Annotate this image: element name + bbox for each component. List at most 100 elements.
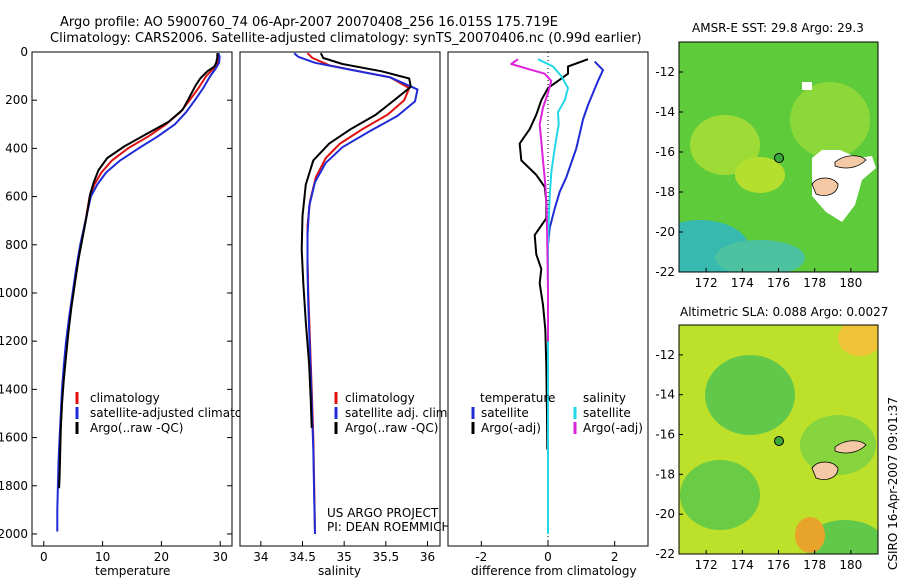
map-x-tick-label: 176 <box>767 558 790 572</box>
sst-warm-patch-3 <box>735 157 785 193</box>
series-line-temperature-2 <box>58 53 219 489</box>
island-vanua-levu <box>834 155 867 169</box>
y-tick-label: 1800 <box>0 479 28 493</box>
sla-patch-2 <box>680 460 760 530</box>
sla-map-ticks: 172 174 176 178 180 -12 -14 -16 -18 -20 -22 <box>655 348 862 572</box>
sst-missing-cell <box>802 82 812 90</box>
map-y-tick-label: -16 <box>655 428 675 442</box>
map-y-tick-label: -22 <box>655 547 675 561</box>
principal-investigator: PI: DEAN ROEMMICH <box>327 520 450 534</box>
map-x-tick-label: 174 <box>731 276 754 290</box>
sla-island-vanua-levu <box>834 440 867 454</box>
map-x-tick-label: 174 <box>731 558 754 572</box>
map-x-tick-label: 178 <box>803 558 826 572</box>
legend-label-sal-argo-adj: Argo(-adj) <box>583 421 643 435</box>
salinity-panel: 34 34.5 35 35.5 36 salinity climatology sate… <box>239 51 451 578</box>
map-x-tick-label: 172 <box>695 276 718 290</box>
sla-float-location <box>774 436 784 446</box>
sla-island-viti-levu <box>811 461 839 480</box>
difference-series <box>510 58 604 534</box>
difference-panel: -2 0 2 difference from climatology tempera… <box>447 51 649 578</box>
sst-map-ticks: 172 174 176 178 180 -12 -14 -16 -18 -20 -22 <box>655 65 862 290</box>
sla-high-patch <box>795 517 825 553</box>
map-x-tick-label: 178 <box>803 276 826 290</box>
map-y-tick-label: -16 <box>655 145 675 159</box>
x-tick-label: 34.5 <box>289 550 316 564</box>
salinity-series <box>293 52 419 535</box>
difference-axis-ticks: -2 0 2 <box>475 541 618 564</box>
series-line-difference-3 <box>510 58 553 342</box>
legend-label-sal-climatology: climatology <box>345 391 415 405</box>
series-line-salinity-2 <box>300 52 412 428</box>
sst-warm-patch-2 <box>690 115 760 175</box>
temperature-axis-ticks: 0 10 20 30 <box>40 541 228 564</box>
sst-missing-data <box>812 150 876 222</box>
x-tick-label: 10 <box>95 550 110 564</box>
sla-map-panel: Altimetric SLA: 0.088 Argo: 0.0027 172 17… <box>655 305 888 572</box>
sst-cool-patch-2 <box>715 240 805 272</box>
side-stamp: CSIRO 16-Apr-2007 09:01:37 <box>886 397 900 570</box>
y-tick-label: 2000 <box>0 527 28 541</box>
island-viti-levu <box>811 177 839 196</box>
project-name: US ARGO PROJECT <box>327 506 439 520</box>
x-tick-label: 0 <box>544 550 552 564</box>
y-tick-label: 800 <box>5 238 28 252</box>
legend-label-satellite-adjusted: satellite-adjusted climatology <box>90 406 268 420</box>
temperature-legend: climatology satellite-adjusted climatolo… <box>75 391 268 435</box>
map-x-tick-label: 172 <box>695 558 718 572</box>
map-y-tick-label: -14 <box>655 105 675 119</box>
map-y-tick-label: -20 <box>655 507 675 521</box>
y-tick-label: 400 <box>5 141 28 155</box>
legend-heading-temperature: temperature <box>480 391 555 405</box>
difference-legend: temperature satellite Argo(-adj) salinit… <box>471 391 643 435</box>
legend-label-argo: Argo(..raw -QC) <box>90 421 183 435</box>
temperature-xlabel: temperature <box>95 564 170 578</box>
map-y-tick-label: -22 <box>655 265 675 279</box>
legend-label-sal-satellite: satellite adj. clim. <box>345 406 451 420</box>
map-x-tick-label: 180 <box>839 276 862 290</box>
x-tick-label: 2 <box>611 550 619 564</box>
y-tick-label: 0 <box>20 45 28 59</box>
y-tick-label: 1000 <box>0 286 28 300</box>
difference-xlabel: difference from climatology <box>471 564 637 578</box>
x-tick-label: 35.5 <box>372 550 399 564</box>
legend-label-climatology: climatology <box>90 391 160 405</box>
salinity-axis-ticks: 34 34.5 35 35.5 36 <box>253 541 435 564</box>
temperature-series <box>56 52 221 532</box>
sst-warm-patch <box>790 82 870 158</box>
map-y-tick-label: -18 <box>655 467 675 481</box>
sst-field <box>679 42 878 272</box>
salinity-axes-frame <box>239 51 441 547</box>
sla-high-patch-2 <box>838 325 878 356</box>
x-tick-label: -2 <box>475 550 487 564</box>
sst-map-panel: AMSR-E SST: 29.8 Argo: 29.3 172 174 176 178… <box>655 21 879 290</box>
sla-field <box>679 325 878 554</box>
series-line-salinity-1 <box>293 52 419 535</box>
map-y-tick-label: -20 <box>655 225 675 239</box>
y-tick-label: 1600 <box>0 431 28 445</box>
x-tick-label: 30 <box>213 550 228 564</box>
salinity-legend: climatology satellite adj. clim. Argo(..… <box>334 391 451 435</box>
legend-heading-salinity: salinity <box>583 391 626 405</box>
y-tick-label: 1400 <box>0 382 28 396</box>
map-y-tick-label: -12 <box>655 65 675 79</box>
temperature-axes-frame <box>31 51 233 547</box>
x-tick-label: 36 <box>420 550 435 564</box>
sla-patch-1 <box>705 355 795 435</box>
legend-label-sal-sat: satellite <box>583 406 631 420</box>
legend-label-temp-argo: Argo(-adj) <box>481 421 541 435</box>
salinity-xlabel: salinity <box>318 564 361 578</box>
legend-label-temp-satellite: satellite <box>481 406 529 420</box>
figure-title-line1: Argo profile: AO 5900760_74 06-Apr-2007 … <box>60 15 558 30</box>
sst-map-title: AMSR-E SST: 29.8 Argo: 29.3 <box>692 21 864 35</box>
x-tick-label: 20 <box>154 550 169 564</box>
y-tick-label: 600 <box>5 190 28 204</box>
y-tick-label: 1200 <box>0 334 28 348</box>
sla-map-title: Altimetric SLA: 0.088 Argo: 0.0027 <box>680 305 888 319</box>
map-y-tick-label: -12 <box>655 348 675 362</box>
map-y-tick-label: -18 <box>655 185 675 199</box>
x-tick-label: 34 <box>253 550 268 564</box>
map-x-tick-label: 176 <box>767 276 790 290</box>
